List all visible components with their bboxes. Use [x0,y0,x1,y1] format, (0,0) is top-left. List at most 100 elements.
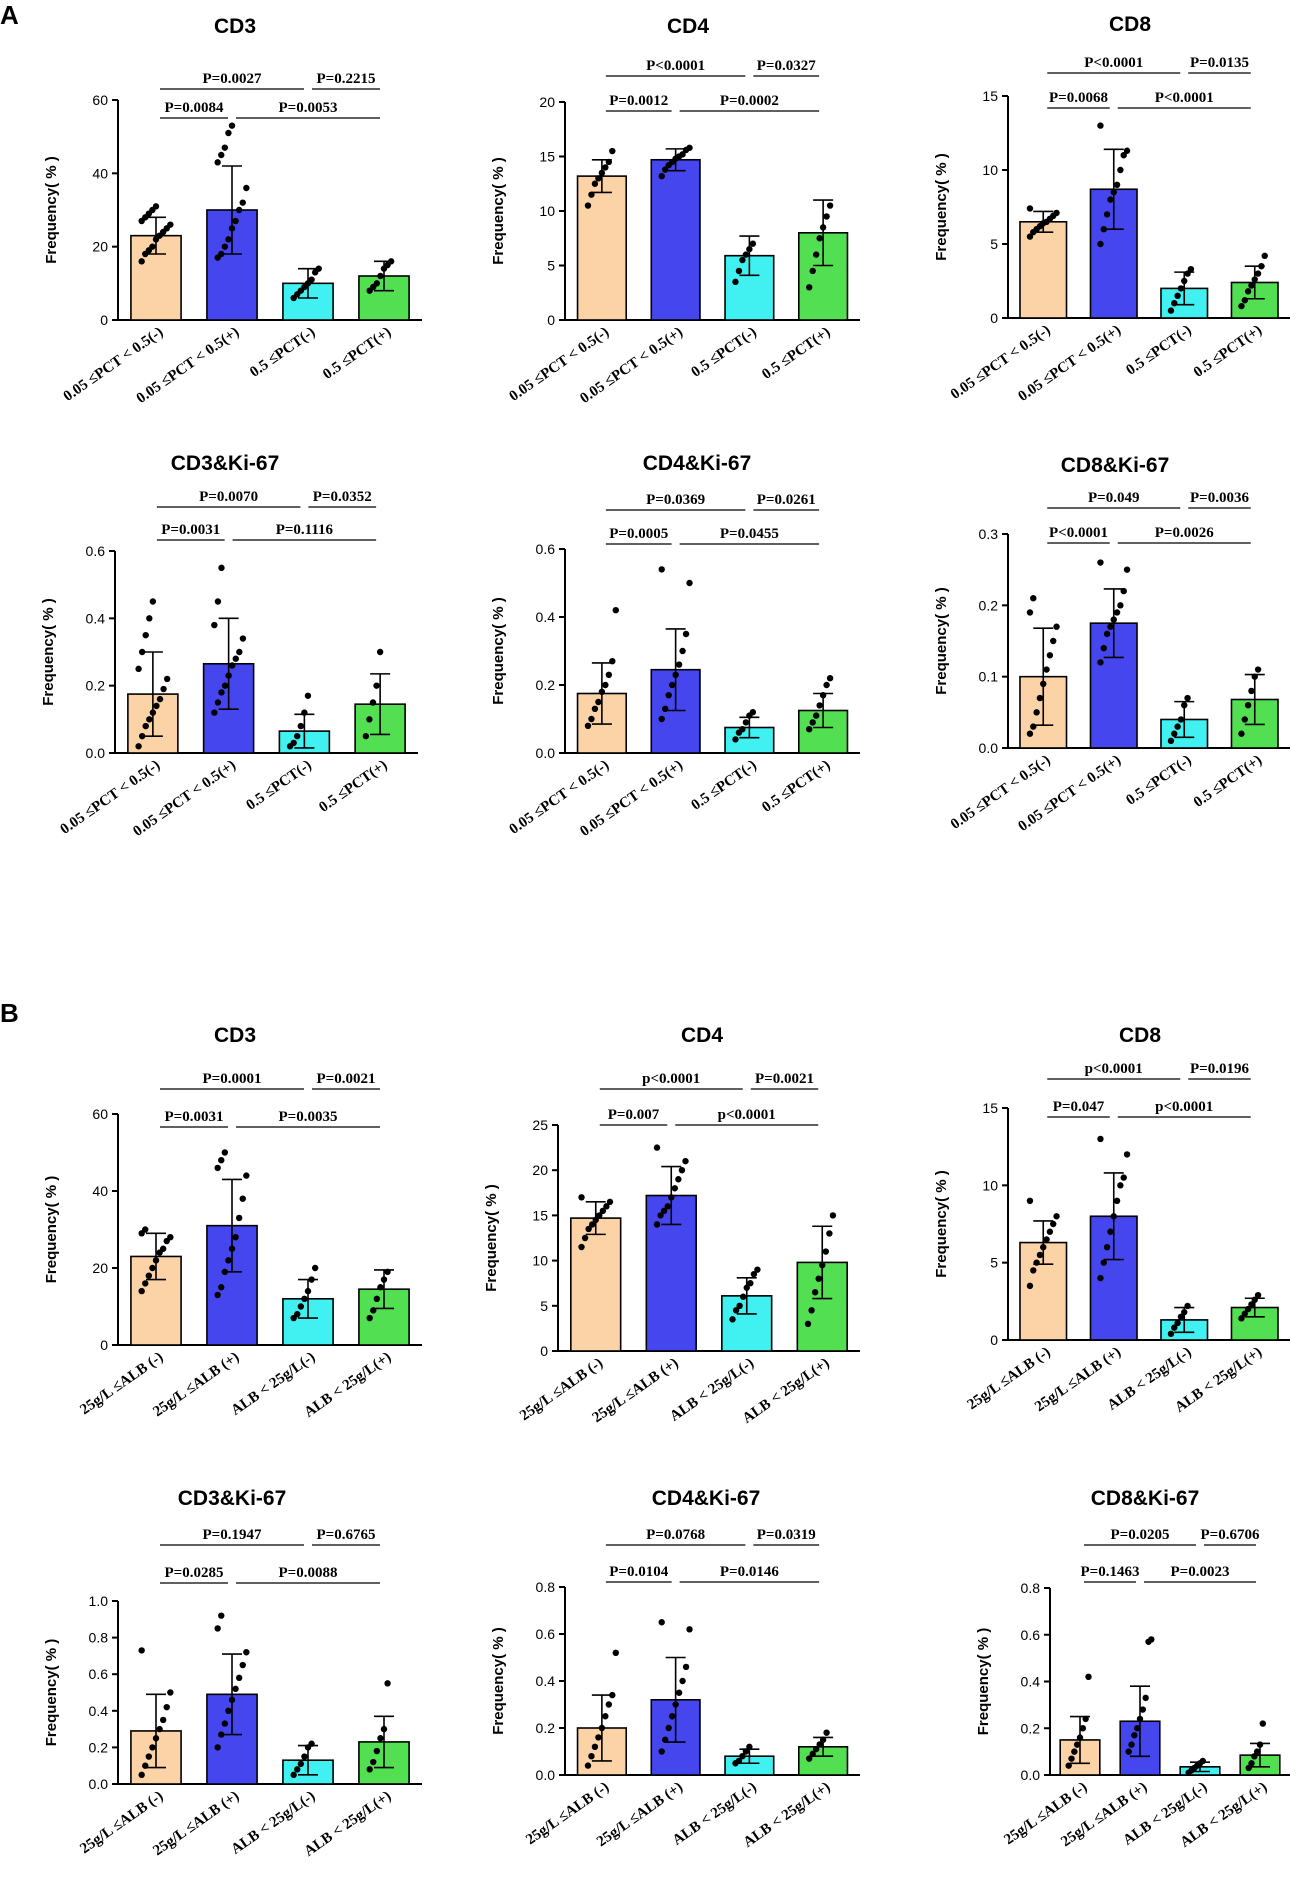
y-tick-label: 5 [540,1298,548,1314]
data-point [152,1257,160,1264]
y-tick-label: 0.2 [979,597,999,613]
data-point [606,1198,614,1206]
y-axis-label: Frequency( % ) [933,153,950,261]
data-point [149,598,157,605]
data-point [1107,623,1114,630]
data-point [605,671,613,678]
data-point [679,1677,686,1685]
data-point [1167,1330,1175,1338]
data-point [308,276,315,283]
data-point [145,1753,153,1760]
data-point [370,1307,377,1314]
data-point [1103,1244,1111,1251]
data-point [304,692,312,699]
p-value-label: p<0.0001 [1085,1061,1143,1077]
y-axis-label: Frequency( % ) [933,1170,950,1278]
p-value-label: P=0.1463 [1081,1564,1140,1580]
data-point [732,736,739,743]
data-point [221,1149,229,1156]
data-point [1097,240,1104,248]
data-point [754,1266,761,1273]
data-point [592,1216,599,1224]
data-point [1241,716,1248,723]
data-point [1248,282,1255,289]
x-category-label: 0.5 ≤PCT(-) [243,757,314,814]
data-point [1136,1715,1144,1723]
bar [650,158,701,321]
p-value-label: P=0.0768 [646,1527,705,1543]
data-point [660,1207,668,1215]
data-point [658,566,665,573]
data-point [588,715,595,723]
data-point [366,1314,373,1322]
data-point [612,607,619,614]
data-point [370,1758,377,1766]
data-point [228,662,236,669]
p-value-label: P=0.0036 [1190,490,1249,506]
data-point [816,1741,823,1748]
p-value-label: P<0.0001 [1049,525,1108,541]
p-value-label: P=0.0261 [757,492,816,508]
data-point [1036,694,1044,702]
data-point [823,213,830,220]
p-value-label: P=0.0002 [720,93,779,109]
data-point [243,1172,250,1179]
y-tick-label: 0.3 [979,526,999,542]
y-axis-label: Frequency( % ) [975,1628,992,1736]
data-point [373,280,381,287]
data-point [749,709,757,716]
data-point [1097,559,1104,566]
data-point [809,1750,816,1758]
data-point [1068,1755,1075,1762]
data-point [152,203,160,210]
data-point [742,251,750,258]
data-point [665,1724,672,1732]
data-point [812,1745,820,1753]
data-point [221,682,229,689]
bar [206,209,258,321]
data-point [747,1280,754,1287]
data-point [591,705,599,712]
data-point [584,722,592,729]
data-point [228,1696,236,1704]
data-point [362,732,370,740]
data-point [591,180,599,187]
data-point [653,1144,661,1151]
data-point [294,1311,301,1318]
data-point [598,688,606,695]
data-point [581,1234,589,1242]
y-tick-label: 0 [547,312,555,328]
data-point [156,1725,163,1733]
data-point [1097,659,1104,666]
data-point [1181,702,1188,709]
data-point [243,184,250,192]
data-point [672,671,679,678]
p-value-label: p<0.0001 [1155,1099,1213,1115]
y-tick-label: 5 [547,258,555,274]
data-point [1026,205,1034,212]
p-value-label: P=0.0021 [755,1071,814,1087]
data-point [376,648,384,656]
y-tick-label: 0.8 [536,1579,556,1595]
data-point [1248,1760,1255,1767]
data-point [232,217,239,225]
y-axis-label: Frequency( % ) [483,1184,500,1292]
data-point [297,1760,305,1768]
data-point [1174,1319,1181,1327]
y-tick-label: 10 [532,1253,548,1269]
data-point [156,695,164,703]
data-point [750,1270,758,1278]
data-point [1043,1236,1050,1243]
y-tick-label: 15 [532,1207,548,1223]
data-point [675,1689,683,1696]
data-point [1110,1213,1117,1220]
data-point [658,1748,665,1755]
p-value-label: P=0.2215 [317,71,376,87]
data-point [1184,694,1191,702]
y-tick-label: 20 [539,94,555,110]
data-point [1076,1734,1084,1741]
chart-title: CD8&Ki-67 [1061,454,1170,477]
y-tick-label: 60 [92,92,108,108]
data-point [221,1268,229,1276]
y-tick-label: 10 [539,203,555,219]
